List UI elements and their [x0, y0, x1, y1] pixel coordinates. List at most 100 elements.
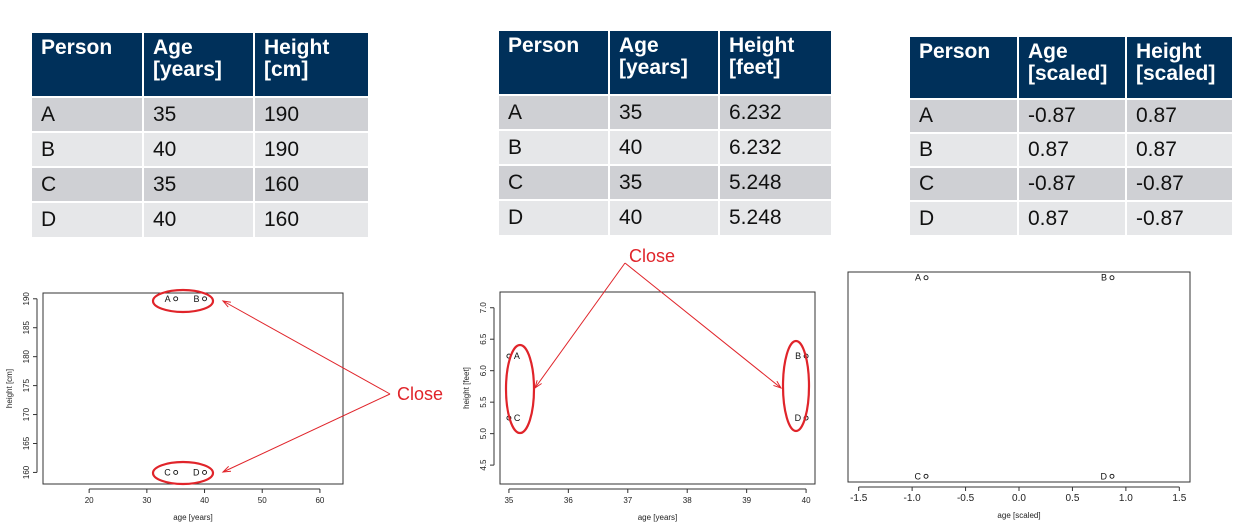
column-header: Height [cm] [254, 33, 368, 97]
column-header: Person [499, 31, 610, 95]
column-header-text: Height [264, 36, 330, 59]
y-tick-label: 6.5 [479, 333, 488, 345]
table-row: B 40 190 [32, 131, 368, 167]
table-cell: 35 [609, 94, 720, 130]
x-tick-label: 39 [742, 496, 751, 505]
table-header-row: Person Age [years] Height [cm] [32, 33, 368, 97]
table-row: B 0.87 0.87 [910, 132, 1232, 167]
table-cell: 0.87 [1126, 132, 1232, 167]
point-label: B [1101, 273, 1107, 283]
y-tick-label: 7.0 [479, 302, 488, 314]
table-cell: -0.87 [1126, 200, 1232, 235]
table-cell: 6.232 [719, 129, 831, 165]
table-header-row: Person Age [years] Height [feet] [499, 31, 831, 95]
point-label: C [164, 467, 171, 477]
point-label: A [915, 273, 921, 283]
table-row: A -0.87 0.87 [910, 98, 1232, 133]
table-cell: D [499, 199, 610, 235]
y-tick-label: 6.0 [479, 365, 488, 377]
x-tick-label: 0.5 [1065, 493, 1079, 504]
table-header-row: Person Age [scaled] Height [scaled] [910, 37, 1232, 99]
table-cell: 40 [609, 199, 720, 235]
arrow-head [534, 380, 542, 390]
x-tick-label: 30 [142, 496, 151, 505]
point-label: A [514, 351, 520, 361]
annotation-arrow [222, 393, 391, 473]
column-header-text: [years] [153, 58, 222, 81]
table-row: C -0.87 -0.87 [910, 166, 1232, 201]
data-point [1109, 473, 1115, 479]
table-cell: 40 [143, 201, 255, 237]
table-row: A 35 6.232 [499, 94, 831, 130]
y-tick-label: 165 [22, 436, 31, 450]
table-row: D 40 5.248 [499, 199, 831, 235]
table-cell: 0.87 [1018, 200, 1127, 235]
chart-height-feet: 35 36 37 38 39 40 age [years] 4.5 5.0 5.5 6.0 6.5 7.… [462, 291, 816, 522]
y-axis-label: height [feet] [462, 367, 471, 409]
x-tick-label: 35 [504, 496, 513, 505]
table-cell: A [32, 96, 144, 132]
table-cell: 6.232 [719, 94, 831, 130]
x-tick-label: 38 [683, 496, 692, 505]
table-cell: -0.87 [1126, 166, 1232, 201]
column-header: Height [scaled] [1126, 37, 1232, 99]
x-tick-label: 40 [802, 496, 811, 505]
y-axis-label: height [cm] [5, 369, 14, 408]
table-cell: 40 [609, 129, 720, 165]
x-tick-label: 20 [85, 496, 94, 505]
chart-scaled: -1.5 -1.0 -0.5 0.0 0.5 1.0 1.5 age [scaled] A B C D [847, 271, 1191, 520]
data-point [173, 469, 179, 475]
column-header-text: Height [729, 34, 795, 57]
x-tick-label: 50 [258, 496, 267, 505]
y-tick-label: 175 [22, 378, 31, 392]
x-axis-label: age [years] [638, 513, 678, 522]
table-cell: B [499, 129, 610, 165]
y-tick-label: 5.5 [479, 396, 488, 408]
data-point [1109, 275, 1115, 281]
plot-frame [499, 291, 816, 485]
table-height-cm: Person Age [years] Height [cm] A 35 190 B 40 190 C 3… [32, 33, 368, 237]
y-tick-label: 180 [22, 349, 31, 363]
chart-height-cm: 20 30 40 50 60 age [years] 160 165 170 175 180 185 1… [5, 292, 344, 522]
arrow-head [221, 300, 231, 308]
table-row: C 35 5.248 [499, 164, 831, 200]
annotation-arrow [222, 300, 391, 395]
column-header-text: Person [41, 36, 113, 59]
table-cell: C [499, 164, 610, 200]
table-cell: 160 [254, 166, 368, 202]
highlight-ellipse [151, 460, 215, 486]
close-label: Close [629, 246, 675, 266]
table-cell: 40 [143, 131, 255, 167]
table-cell: -0.87 [1018, 166, 1127, 201]
annotation-arrow [624, 262, 782, 389]
table-cell: 160 [254, 201, 368, 237]
x-axis-label: age [scaled] [997, 511, 1040, 520]
point-label: D [795, 413, 802, 423]
table-cell: 190 [254, 96, 368, 132]
table-cell: C [32, 166, 144, 202]
table-cell: 0.87 [1018, 132, 1127, 167]
arrow-head [773, 380, 783, 389]
table-cell: B [910, 132, 1019, 167]
table-cell: 5.248 [719, 199, 831, 235]
highlight-ellipse [781, 339, 811, 433]
x-tick-label: 1.0 [1119, 493, 1133, 504]
table-row: A 35 190 [32, 96, 368, 132]
x-tick-label: 0.0 [1012, 493, 1026, 504]
table-cell: D [32, 201, 144, 237]
table-cell: 35 [609, 164, 720, 200]
close-annotations: Close Close [151, 246, 811, 486]
y-tick-label: 190 [22, 292, 31, 306]
point-label: D [193, 467, 200, 477]
column-header: Person [32, 33, 144, 97]
y-tick-label: 160 [22, 465, 31, 479]
data-point [173, 296, 179, 302]
point-label: A [165, 294, 171, 304]
column-header: Height [feet] [719, 31, 831, 95]
table-row: D 0.87 -0.87 [910, 200, 1232, 235]
y-tick-label: 170 [22, 407, 31, 421]
plot-frame [42, 292, 344, 485]
column-header-text: [cm] [264, 58, 309, 81]
data-point [923, 275, 929, 281]
